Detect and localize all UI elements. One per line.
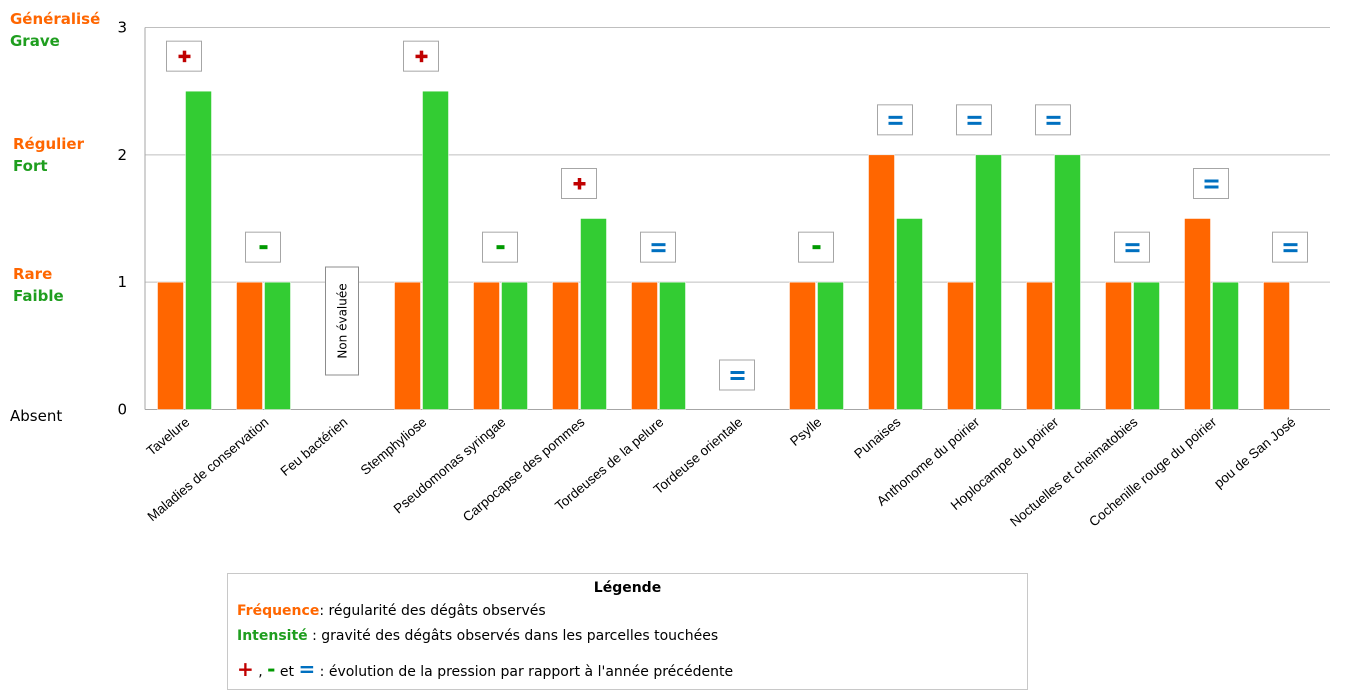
equal-icon <box>1204 179 1219 183</box>
y-tick-label: 0 <box>117 401 127 419</box>
bar <box>789 281 816 410</box>
bar <box>659 281 686 410</box>
bar <box>947 281 974 410</box>
legend-frequency-line: Fréquence: régularité des dégâts observé… <box>237 603 546 619</box>
equal-icon <box>967 115 982 119</box>
bar <box>1133 281 1160 410</box>
equal-icon <box>651 243 666 247</box>
plus-icon <box>182 50 187 63</box>
legend-plus-icon: + <box>237 657 254 681</box>
legend-sep: , <box>253 664 268 680</box>
bar <box>236 281 263 410</box>
equal-icon <box>1125 249 1140 253</box>
bar <box>185 90 212 410</box>
bar <box>264 281 291 410</box>
bar <box>1105 281 1132 410</box>
y-tick-label: 1 <box>117 273 127 291</box>
bar <box>868 154 895 410</box>
legend-intensity-term: Intensité <box>237 628 308 644</box>
category-label: Stemphyliose <box>358 414 430 478</box>
trend-box <box>640 231 676 263</box>
category-label: Tavelure <box>144 414 193 458</box>
trend-box <box>1114 231 1150 263</box>
bar <box>896 218 923 410</box>
category-label: Psylle <box>787 414 824 449</box>
equal-icon <box>1283 243 1298 247</box>
level-1-frequency: Rare <box>13 265 53 283</box>
minus-icon <box>496 245 505 250</box>
equal-icon <box>1204 185 1219 189</box>
equal-icon <box>888 115 903 119</box>
legend-minus-icon: - <box>267 657 276 681</box>
bar <box>1054 154 1081 410</box>
level-2-label: Régulier Fort <box>13 133 84 177</box>
trend-box <box>245 231 281 263</box>
equal-icon <box>888 121 903 125</box>
level-3-frequency: Généralisé <box>10 10 101 28</box>
bar <box>1184 218 1211 410</box>
equal-icon <box>1046 121 1061 125</box>
equal-icon <box>651 249 666 253</box>
bar <box>1263 281 1290 410</box>
category-label: Noctuelles et cheimatobies <box>1007 414 1140 529</box>
bar <box>552 281 579 410</box>
trend-box <box>719 359 755 391</box>
bar <box>580 218 607 410</box>
trend-box <box>956 104 992 136</box>
bar <box>1026 281 1053 410</box>
equal-icon <box>967 121 982 125</box>
minus-icon <box>259 245 268 250</box>
level-3-label: Généralisé Grave <box>10 8 100 52</box>
equal-icon <box>1125 243 1140 247</box>
trend-box <box>1035 104 1071 136</box>
legend-frequency-text: : régularité des dégâts observés <box>319 603 546 619</box>
equal-icon <box>1046 115 1061 119</box>
level-3-intensity: Grave <box>10 32 60 50</box>
bar <box>631 281 658 410</box>
legend-and: et <box>275 664 299 680</box>
level-2-intensity: Fort <box>13 157 48 175</box>
legend-intensity-text: : gravité des dégâts observés dans les p… <box>307 628 719 644</box>
bar <box>817 281 844 410</box>
level-1-label: Rare Faible <box>13 263 64 307</box>
bar <box>394 281 421 410</box>
category-label: Feu bactérien <box>278 414 351 479</box>
level-1-intensity: Faible <box>13 287 64 305</box>
minus-icon <box>812 245 821 250</box>
legend-intensity-line: Intensité : gravité des dégâts observés … <box>237 628 718 644</box>
plus-icon <box>419 50 424 63</box>
equal-icon <box>730 377 745 380</box>
level-0-label: Absent <box>10 407 63 425</box>
bar <box>157 281 184 410</box>
level-2-frequency: Régulier <box>13 135 84 153</box>
not-evaluated-label: Non évaluée <box>336 283 350 358</box>
category-label: Punaises <box>851 414 903 461</box>
trend-box <box>1272 231 1308 263</box>
bar <box>473 281 500 410</box>
bar <box>422 90 449 410</box>
plus-icon <box>577 178 582 190</box>
category-label: pou de San José <box>1211 414 1298 491</box>
trend-box <box>877 104 913 136</box>
equal-icon <box>1283 249 1298 253</box>
legend-frequency-term: Fréquence <box>237 603 320 619</box>
bar <box>975 154 1002 410</box>
y-tick-label: 3 <box>117 19 127 37</box>
bar <box>501 281 528 410</box>
bar <box>1212 281 1239 410</box>
legend-equal-icon: = <box>298 657 316 681</box>
category-label: Cochenille rouge du poirier <box>1086 414 1220 530</box>
legend-title: Légende <box>593 580 662 596</box>
trend-box <box>1193 168 1229 199</box>
y-tick-label: 2 <box>117 146 127 164</box>
legend-box: Légende Fréquence: régularité des dégâts… <box>227 573 1028 690</box>
equal-icon <box>730 371 745 374</box>
legend-evolution-text: : évolution de la pression par rapport à… <box>315 664 734 680</box>
not-evaluated-box <box>325 266 359 376</box>
legend-evolution-line: + , - et = : évolution de la pression pa… <box>237 657 733 681</box>
